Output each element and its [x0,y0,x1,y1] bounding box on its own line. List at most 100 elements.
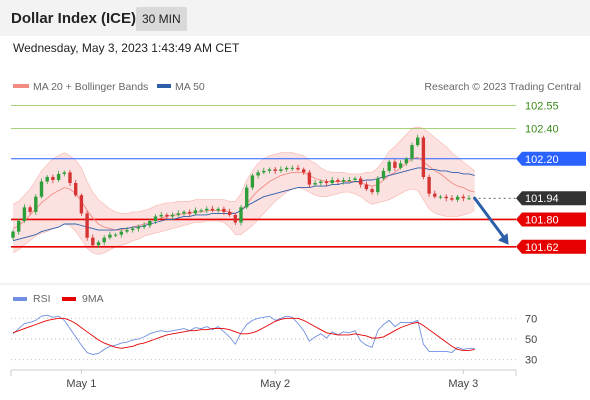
candle-body [216,208,220,211]
candle-body [364,184,369,190]
candle-body [11,231,15,238]
rsi-ma-legend-label: 9MA [82,293,104,305]
candle-body [68,172,72,184]
candle-body [336,180,340,182]
candle-body [307,172,312,185]
candle-body [359,178,363,185]
candlesticks [11,134,477,248]
price-level-tags: 102.55 102.40 102.20 101.94 101.80 101.62 [516,101,586,254]
candle-body [34,196,38,212]
level-label: 101.80 [525,214,559,226]
candle-body [142,225,146,228]
bollinger-band [12,126,475,255]
arrow-shaft [473,196,508,242]
candle-body [433,193,437,197]
ma20-line [12,156,475,231]
candle-body [302,169,306,173]
x-axis: May 1 May 2 May 3 [10,369,517,390]
candle-body [250,175,255,188]
candle-body [199,210,203,212]
candle-body [182,211,186,214]
rsi-tick-label: 50 [525,334,537,346]
candle-body [148,220,152,226]
x-tick-label: May 1 [66,378,96,390]
ma50-legend-swatch [157,84,171,88]
candle-body [387,161,391,171]
candle-body [85,213,89,238]
candle-body [91,237,95,246]
rsi-panel: 70 50 30 [11,313,537,367]
rsi-ma-line [12,317,475,351]
candle-body [290,167,294,169]
candle-body [79,195,84,214]
candle-body [381,170,386,179]
ma50-line [12,167,475,242]
candle-body [267,169,272,171]
candle-body [170,214,175,217]
candle-body [205,208,209,211]
x-tick-label: May 3 [448,378,478,390]
rsi-line [12,314,475,355]
candle-body [450,198,454,200]
price-levels [11,105,516,248]
candle-body [262,170,266,173]
candle-body [113,234,118,236]
candle-body [136,227,141,229]
candle-body [227,211,232,215]
candle-body [313,183,317,185]
candle-body [28,207,32,212]
candle-body [256,172,260,176]
level-tag-red [516,239,586,254]
interval-badge[interactable]: 30 MIN [136,7,187,31]
chart-header: Dollar Index (ICE) 30 MIN [0,0,590,36]
candle-body [324,181,329,184]
candle-body [444,196,448,199]
level-tag-blue [516,151,586,166]
candle-body [39,181,44,197]
instrument-title: Dollar Index (ICE) [11,10,137,27]
moving-averages [12,156,475,242]
bollinger-upper-line [12,126,475,214]
candle-body [438,196,443,198]
candle-body [125,230,129,232]
bollinger-lower-line [12,187,475,255]
candle-body [22,207,27,221]
candle-body [17,220,21,232]
level-label: 101.62 [525,242,559,254]
candle-body [341,180,346,182]
candle-body [319,181,323,184]
candle-body [330,180,334,184]
candle-body [284,167,289,170]
candle-body [455,196,460,200]
level-label: 102.40 [525,123,559,135]
candle-body [119,231,123,235]
candle-body [370,189,374,193]
x-tick-label: May 2 [260,378,290,390]
candle-body [467,198,471,200]
candle-body [233,214,237,223]
candle-body [222,208,226,212]
rsi-legend-swatch [13,297,27,301]
candle-body [56,173,61,180]
candle-body [421,137,426,177]
candle-body [245,187,249,208]
candle-body [193,210,198,214]
candle-body [296,167,300,170]
credit-label: Research © 2023 Trading Central [424,81,581,93]
rsi-tick-label: 30 [525,355,537,367]
arrow-head [497,233,509,245]
candle-body [273,169,277,171]
candle-body [376,178,380,193]
candle-body [62,172,66,174]
candle-body [159,214,163,217]
rsi-tick-label: 70 [525,313,537,325]
rsi-legend-label: RSI [33,293,51,305]
candle-body [45,176,49,182]
candle-body [427,176,431,194]
candle-body [188,211,192,214]
candle-body [461,196,465,199]
level-label: 102.55 [525,101,559,113]
candle-body [279,169,283,171]
level-label: 102.20 [525,154,559,166]
